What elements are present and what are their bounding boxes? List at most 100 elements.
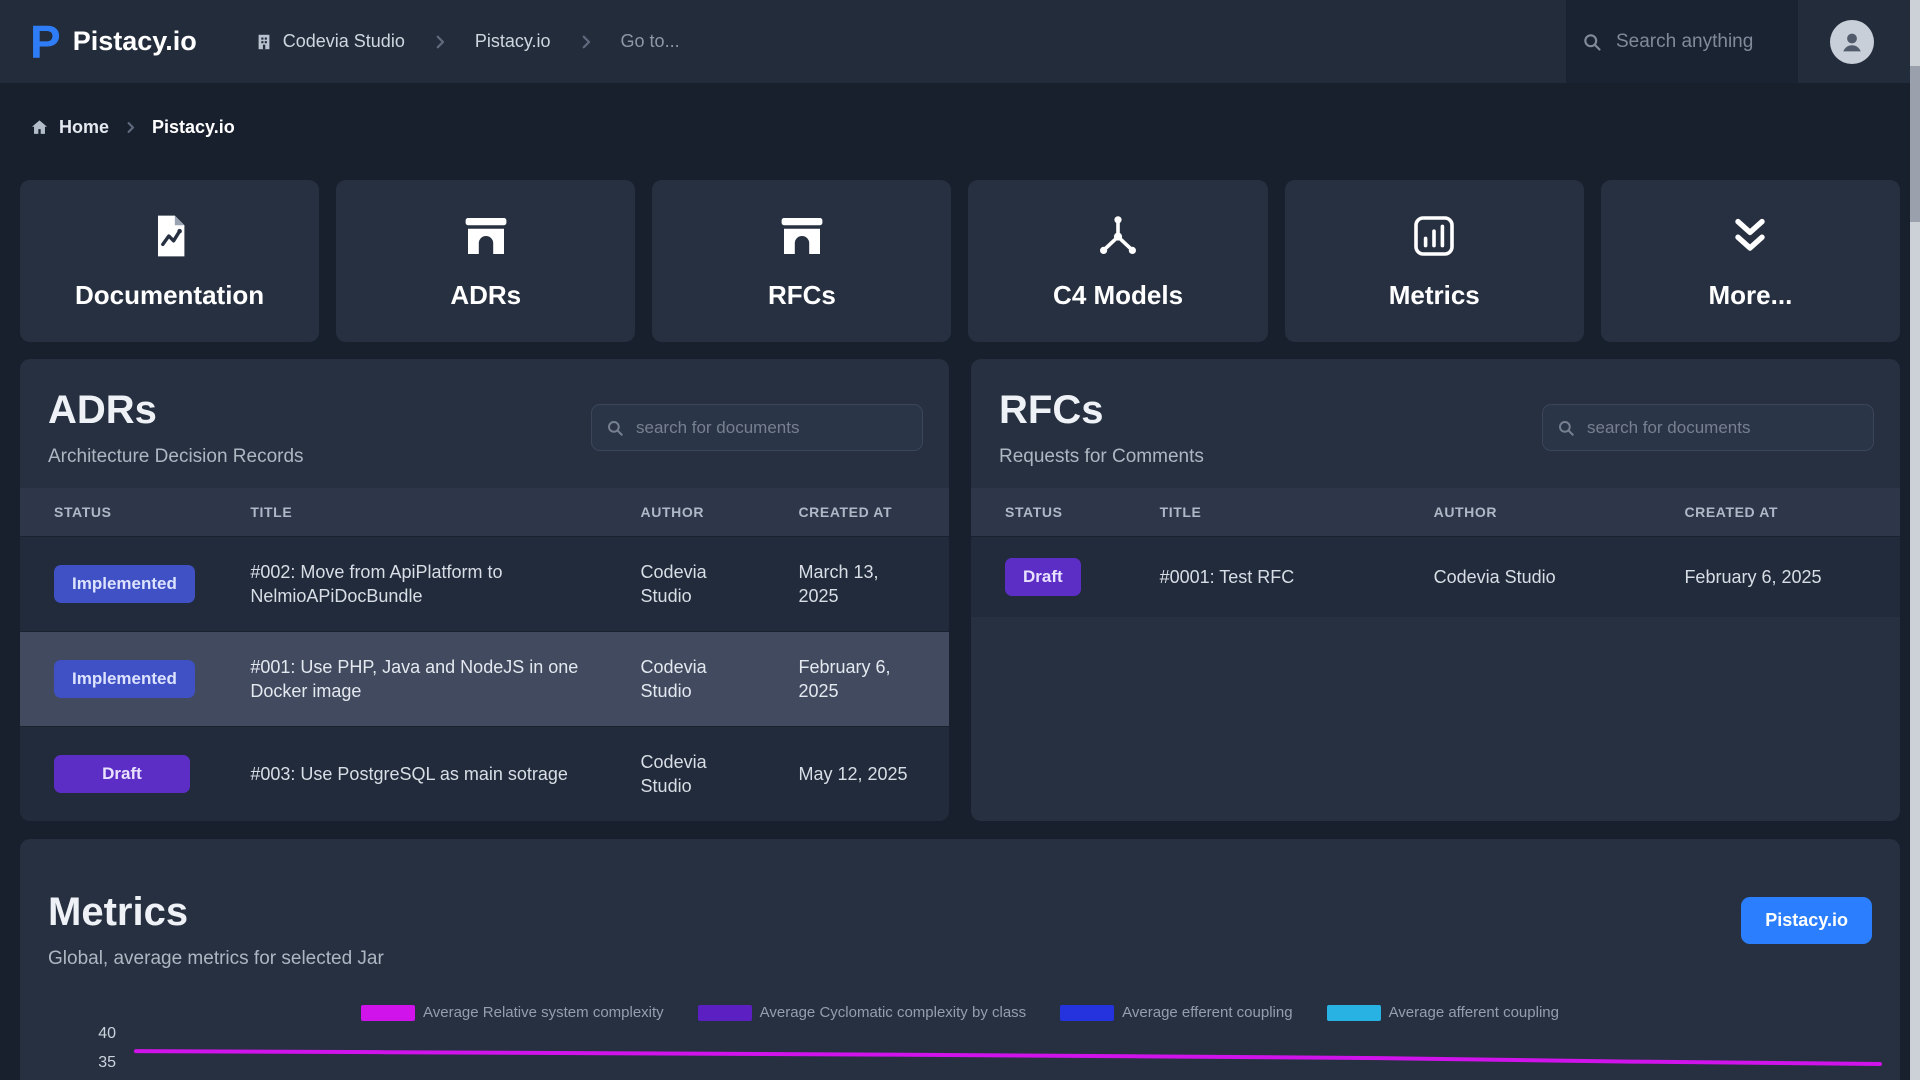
adr-row-created: May 12, 2025 [798,763,908,784]
vertical-scrollbar[interactable] [1910,0,1920,1080]
legend-item-efferent-coupling[interactable]: Average efferent coupling [1060,1004,1293,1021]
workspace-link[interactable]: Codevia Studio [255,31,405,52]
bar-chart-icon [1414,215,1455,256]
adr-row-created: February 6, 2025 [798,656,891,701]
adrs-title: ADRs [48,388,157,432]
tile-label: More... [1708,279,1793,310]
tile-label: Metrics [1388,279,1480,310]
global-search[interactable] [1566,0,1798,83]
navbar-breadcrumb: Codevia Studio Pistacy.io Go to... [255,31,680,52]
chevron-right-icon [127,122,135,133]
legend-label: Average Cyclomatic complexity by class [759,1004,1027,1021]
tile-label: ADRs [450,279,522,310]
column-header-status: STATUS [1005,504,1063,520]
rfc-row-created: February 6, 2025 [1684,566,1822,587]
series-line-relative-complexity [134,1049,1882,1066]
tile-rfcs[interactable]: RFCs [652,180,952,342]
adr-row-author: Codevia Studio [640,656,707,701]
document-chart-icon [157,215,184,256]
chart-legend: Average Relative system complexity Avera… [48,1004,1872,1021]
adr-row-title: #001: Use PHP, Java and NodeJS in one Do… [250,656,579,701]
adrs-search[interactable] [591,404,923,451]
navbar-right [1566,0,1920,83]
metrics-header: Metrics Global, average metrics for sele… [48,889,1872,970]
rfcs-panel: RFCs Requests for Comments STATUS TITLE … [971,359,1900,821]
tile-c4-models[interactable]: C4 Models [968,180,1268,342]
rfcs-search-input[interactable] [1585,416,1859,439]
adrs-search-input[interactable] [634,416,908,439]
adrs-table-header: STATUS TITLE AUTHOR CREATED AT [20,488,949,536]
adr-table-row[interactable]: Draft #003: Use PostgreSQL as main sotra… [20,726,949,821]
column-header-created: CREATED AT [1684,504,1779,520]
adrs-panel-header: ADRs Architecture Decision Records [20,359,949,488]
status-badge: Implemented [54,659,195,699]
breadcrumb-home-label: Home [59,117,110,137]
rfcs-search[interactable] [1542,404,1874,451]
goto-menu[interactable]: Go to... [620,31,680,51]
metrics-title: Metrics [48,890,189,934]
chevron-right-icon [436,35,444,48]
column-header-status: STATUS [54,504,112,520]
tile-more[interactable]: More... [1600,180,1900,342]
scrollbar-thumb[interactable] [1910,66,1920,222]
network-hub-icon [1100,215,1137,254]
y-axis-tick: 40 [98,1025,116,1042]
search-icon [608,420,623,436]
rfc-row-title: #0001: Test RFC [1159,566,1295,587]
rfc-table-row[interactable]: Draft #0001: Test RFC Codevia Studio Feb… [971,536,1900,617]
adr-row-author: Codevia Studio [640,561,707,606]
tile-documentation[interactable]: Documentation [20,180,320,342]
status-badge: Draft [1005,557,1081,597]
archway-icon [781,217,823,254]
legend-swatch [361,1004,416,1021]
archway-icon [465,217,507,254]
building-icon [258,34,270,49]
brand[interactable]: P Pistacy.io [30,19,197,65]
tile-label: Documentation [74,279,265,310]
breadcrumb-home-link[interactable]: Home [30,117,109,138]
rfcs-table-header: STATUS TITLE AUTHOR CREATED AT [971,488,1900,536]
legend-item-relative-complexity[interactable]: Average Relative system complexity [361,1004,664,1021]
adr-table-row[interactable]: Implemented #002: Move from ApiPlatform … [20,536,949,631]
legend-label: Average Relative system complexity [423,1004,664,1021]
column-header-title: TITLE [250,504,293,520]
page-content: Documentation ADRs RFCs C4 Models Metric… [0,180,1920,1080]
legend-swatch [697,1004,752,1021]
breadcrumb: Home Pistacy.io [0,83,1920,138]
adr-row-author: Codevia Studio [640,751,707,796]
pistacy-logo-icon: P [30,15,61,68]
home-icon [31,120,48,134]
shortcut-tiles: Documentation ADRs RFCs C4 Models Metric… [20,180,1900,342]
document-panels: ADRs Architecture Decision Records STATU… [20,359,1900,821]
legend-label: Average efferent coupling [1122,1004,1293,1021]
workspace-label: Codevia Studio [282,31,405,51]
rfc-row-author: Codevia Studio [1433,566,1556,587]
tile-label: RFCs [767,279,836,310]
legend-item-afferent-coupling[interactable]: Average afferent coupling [1326,1004,1559,1021]
y-axis-tick: 35 [98,1054,116,1071]
metrics-panel: Metrics Global, average metrics for sele… [20,839,1900,1080]
status-badge: Implemented [54,564,195,604]
column-header-author: AUTHOR [640,504,705,520]
column-header-title: TITLE [1159,504,1202,520]
tile-adrs[interactable]: ADRs [336,180,636,342]
rfcs-panel-header: RFCs Requests for Comments [971,359,1900,488]
project-link[interactable]: Pistacy.io [475,31,551,52]
tile-metrics[interactable]: Metrics [1284,180,1584,342]
user-avatar[interactable] [1830,19,1874,64]
column-header-created: CREATED AT [798,504,893,520]
top-navbar: P Pistacy.io Codevia Studio Pistacy.io G… [0,0,1920,83]
global-search-input[interactable] [1614,29,1782,54]
column-header-author: AUTHOR [1433,504,1498,520]
legend-label: Average afferent coupling [1388,1004,1559,1021]
adr-row-created: March 13, 2025 [798,561,879,606]
legend-item-cyclomatic-complexity[interactable]: Average Cyclomatic complexity by class [697,1004,1027,1021]
rfcs-subtitle: Requests for Comments [999,446,1204,467]
double-chevron-down-icon [1735,218,1766,251]
search-icon [1559,420,1574,436]
adr-table-row[interactable]: Implemented #001: Use PHP, Java and Node… [20,631,949,726]
project-label: Pistacy.io [474,31,551,51]
chart-plot-area [134,1049,1882,1066]
jar-select-button[interactable]: Pistacy.io [1741,897,1872,944]
chevron-right-icon [582,35,590,48]
